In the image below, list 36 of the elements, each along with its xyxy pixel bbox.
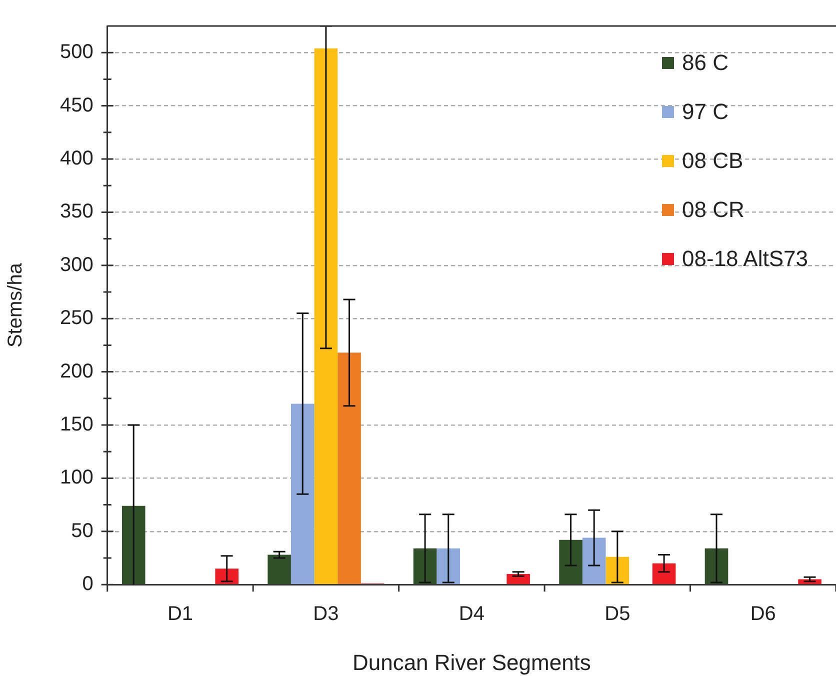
bar: [559, 540, 582, 584]
x-tick-label: D6: [750, 603, 776, 626]
y-tick-label: 0: [82, 573, 94, 596]
bar: [122, 506, 146, 584]
y-tick-label: 100: [60, 466, 94, 489]
x-tick-label: D4: [458, 603, 484, 626]
bar: [338, 352, 361, 584]
bar: [506, 574, 530, 584]
y-tick-label: 200: [60, 360, 94, 382]
bar: [436, 548, 460, 584]
bar: [290, 404, 314, 584]
y-tick-label: 500: [60, 41, 94, 64]
y-tick-label: 250: [60, 307, 94, 330]
x-tick-label: D1: [167, 603, 194, 626]
bar: [652, 563, 676, 584]
bar: [704, 548, 728, 584]
bar: [314, 48, 338, 584]
legend-label: 08-18 AltS73: [682, 246, 808, 272]
bar: [215, 568, 239, 584]
y-tick-label: 300: [60, 254, 94, 276]
bar: [413, 548, 437, 584]
y-tick-label: 50: [71, 520, 94, 542]
bar: [268, 554, 291, 584]
y-tick-label: 350: [60, 200, 94, 223]
y-axis-title: Stems/ha: [4, 262, 27, 348]
legend-label: 97 C: [682, 98, 728, 124]
y-tick-label: 150: [60, 414, 94, 436]
legend-label: 86 C: [682, 50, 728, 76]
legend-label: 08 CB: [682, 148, 744, 174]
legend-label: 08 CR: [682, 196, 744, 222]
bar: [582, 538, 606, 584]
x-tick-label: D5: [604, 603, 630, 626]
y-tick-label: 450: [60, 94, 94, 116]
y-tick-label: 400: [60, 148, 94, 170]
x-axis-title: Duncan River Segments: [352, 650, 591, 675]
x-tick-label: D3: [313, 603, 339, 626]
